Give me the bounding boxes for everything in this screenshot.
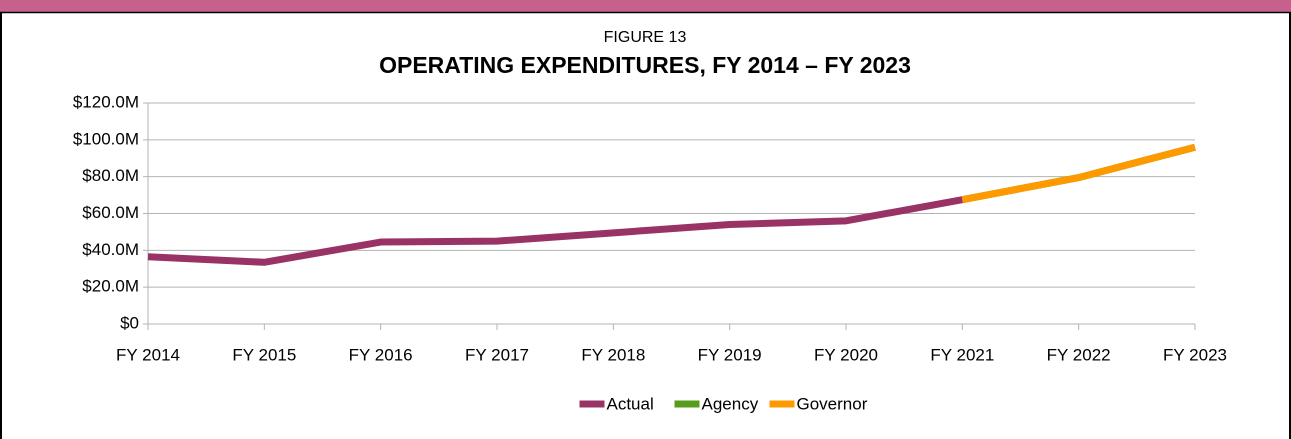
x-tick-label: FY 2017 — [465, 345, 529, 364]
legend-label: Governor — [797, 394, 868, 413]
y-tick-label: $0 — [120, 313, 139, 332]
y-tick-label: $60.0M — [82, 203, 139, 222]
y-tick-label: $120.0M — [73, 92, 139, 111]
chart-title: OPERATING EXPENDITURES, FY 2014 – FY 202… — [379, 52, 911, 78]
series-line — [961, 143, 1196, 204]
x-tick-label: FY 2018 — [581, 345, 645, 364]
x-tick-label: FY 2022 — [1047, 345, 1111, 364]
y-tick-label: $20.0M — [82, 277, 139, 296]
legend-label: Agency — [702, 394, 759, 413]
figure-label: FIGURE 13 — [604, 29, 687, 46]
x-tick-label: FY 2020 — [814, 345, 878, 364]
x-tick-label: FY 2015 — [232, 345, 296, 364]
x-tick-label: FY 2023 — [1163, 345, 1227, 364]
legend-label: Actual — [607, 394, 654, 413]
x-tick-label: FY 2021 — [930, 345, 994, 364]
y-tick-label: $40.0M — [82, 240, 139, 259]
y-tick-label: $100.0M — [73, 129, 139, 148]
series-line — [147, 196, 963, 266]
x-tick-label: FY 2019 — [698, 345, 762, 364]
x-tick-label: FY 2014 — [116, 345, 180, 364]
x-tick-label: FY 2016 — [349, 345, 413, 364]
y-tick-label: $80.0M — [82, 166, 139, 185]
header-bar — [0, 0, 1291, 12]
